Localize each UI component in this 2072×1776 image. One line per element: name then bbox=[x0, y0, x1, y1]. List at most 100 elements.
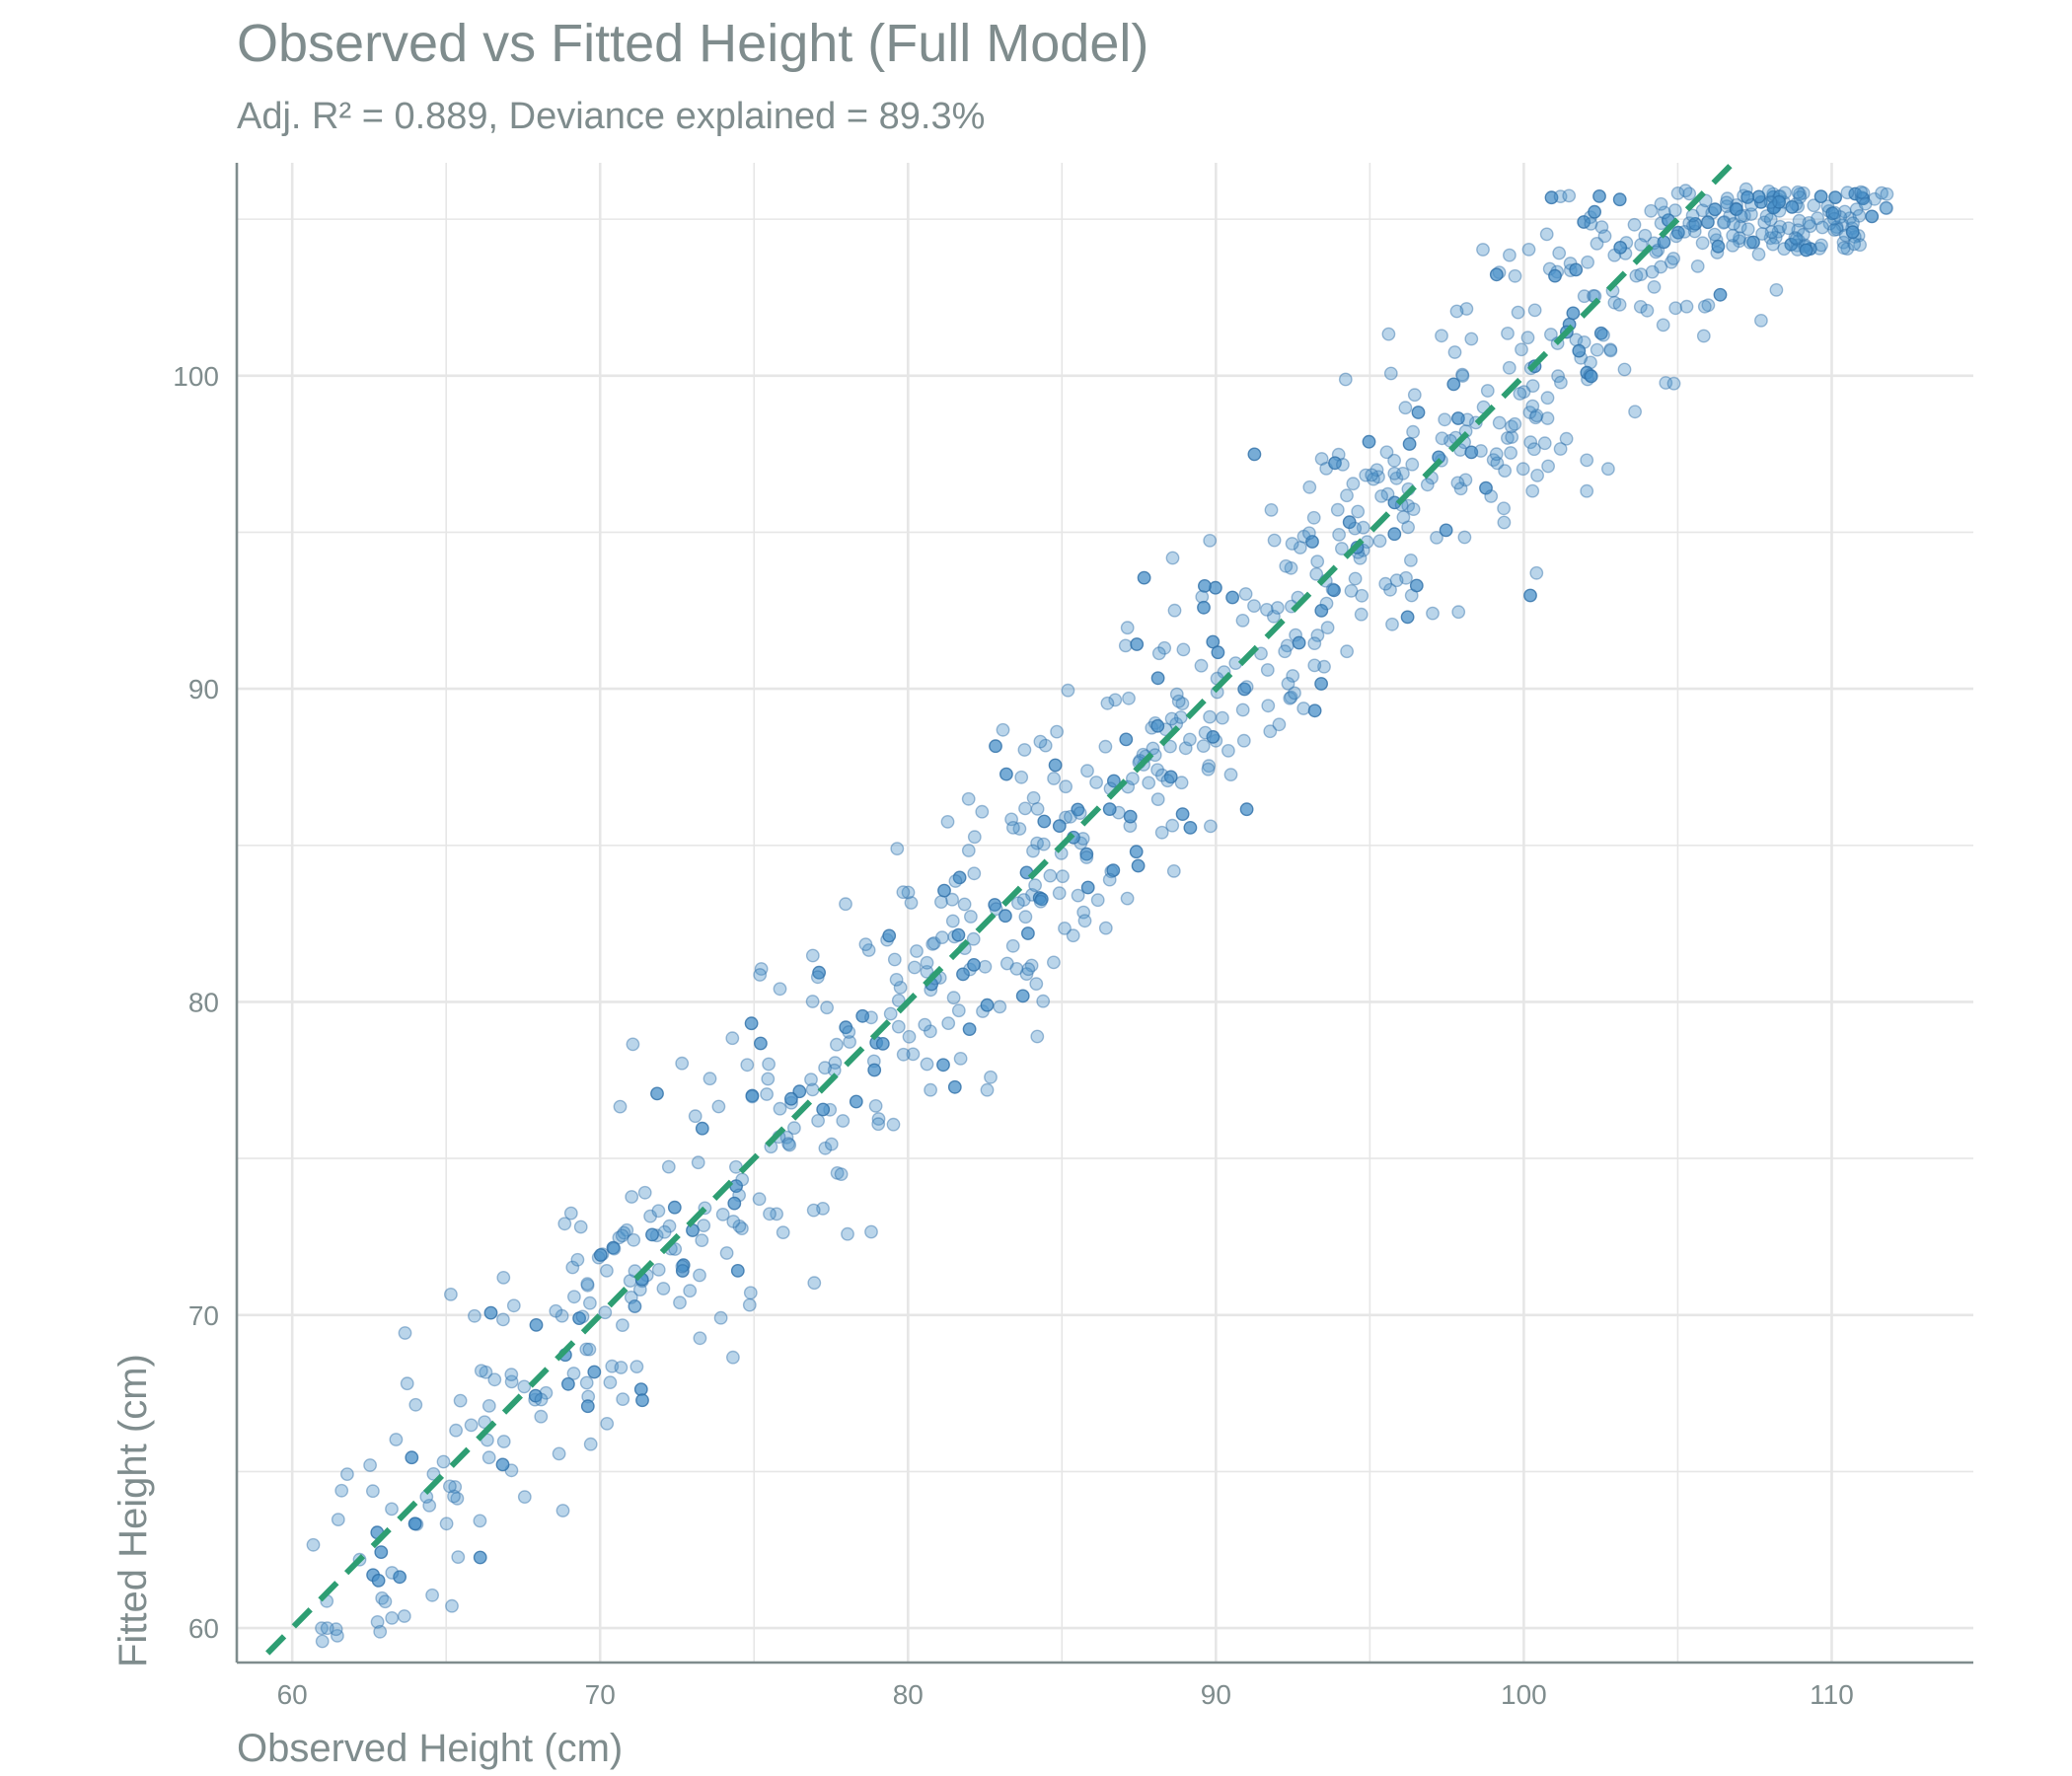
data-point bbox=[1592, 188, 1606, 203]
data-point bbox=[1163, 770, 1178, 784]
data-point bbox=[1828, 190, 1843, 205]
data-point bbox=[487, 1372, 502, 1387]
data-point bbox=[1280, 638, 1295, 653]
data-point bbox=[615, 1228, 629, 1243]
data-point bbox=[1272, 717, 1287, 732]
data-point bbox=[1327, 583, 1341, 598]
data-point bbox=[1511, 305, 1525, 320]
data-point bbox=[1501, 326, 1515, 340]
data-point bbox=[1406, 424, 1421, 439]
data-point bbox=[904, 896, 919, 910]
data-point bbox=[1284, 560, 1298, 575]
data-point bbox=[1446, 377, 1461, 392]
data-point bbox=[1080, 764, 1094, 778]
data-point bbox=[811, 1114, 825, 1128]
data-point bbox=[1460, 412, 1475, 427]
data-point bbox=[1174, 776, 1189, 790]
data-point bbox=[607, 1241, 622, 1256]
data-point bbox=[1540, 411, 1555, 425]
data-point bbox=[1309, 567, 1324, 581]
data-point bbox=[1825, 206, 1840, 221]
data-point bbox=[306, 1537, 321, 1552]
data-point bbox=[1849, 202, 1864, 217]
data-point bbox=[517, 1379, 532, 1394]
data-point bbox=[1237, 682, 1252, 697]
data-point bbox=[1073, 806, 1087, 820]
data-point bbox=[1450, 476, 1465, 490]
data-point bbox=[603, 1375, 618, 1390]
data-point bbox=[1551, 369, 1566, 384]
data-point bbox=[1517, 385, 1531, 399]
data-point bbox=[1696, 329, 1711, 343]
data-point bbox=[565, 1260, 580, 1275]
data-point bbox=[1796, 185, 1811, 200]
data-point bbox=[861, 943, 876, 957]
y-tick-label: 100 bbox=[173, 361, 219, 392]
data-point bbox=[567, 1290, 581, 1304]
data-point bbox=[1847, 237, 1862, 252]
data-point bbox=[952, 870, 967, 885]
data-point bbox=[635, 1393, 649, 1408]
data-point bbox=[1525, 379, 1540, 393]
data-point bbox=[625, 1190, 639, 1204]
data-point bbox=[617, 1225, 631, 1240]
data-point bbox=[1314, 604, 1329, 618]
data-point bbox=[1836, 241, 1851, 256]
data-point bbox=[1137, 570, 1151, 585]
data-point bbox=[1880, 186, 1894, 201]
data-point bbox=[830, 1166, 845, 1180]
data-point bbox=[579, 1342, 594, 1357]
data-point bbox=[858, 937, 873, 951]
data-point bbox=[1854, 190, 1869, 205]
data-point bbox=[1354, 607, 1369, 622]
data-point bbox=[371, 1574, 386, 1588]
data-point bbox=[1247, 599, 1261, 613]
data-point bbox=[1048, 758, 1063, 773]
data-point bbox=[555, 1308, 569, 1323]
data-point bbox=[896, 885, 911, 900]
data-point bbox=[1529, 565, 1544, 580]
data-point bbox=[1572, 343, 1587, 358]
data-point bbox=[495, 1312, 510, 1327]
data-point bbox=[1744, 207, 1758, 222]
data-point bbox=[1017, 743, 1032, 757]
data-point bbox=[1525, 483, 1540, 498]
data-point bbox=[1036, 837, 1051, 851]
data-point bbox=[1544, 328, 1558, 341]
data-point bbox=[1367, 472, 1380, 486]
data-point bbox=[901, 885, 916, 900]
data-point bbox=[651, 1204, 666, 1219]
data-point bbox=[1513, 387, 1527, 401]
data-point bbox=[1355, 588, 1369, 603]
data-point bbox=[1856, 185, 1871, 200]
data-point bbox=[1802, 215, 1816, 230]
data-point bbox=[1553, 189, 1568, 204]
data-point bbox=[1036, 994, 1051, 1008]
data-point bbox=[1457, 530, 1472, 545]
data-point bbox=[1163, 739, 1177, 754]
data-point bbox=[1238, 587, 1253, 601]
data-point bbox=[1372, 534, 1387, 549]
data-point bbox=[1791, 185, 1806, 199]
data-point bbox=[711, 1099, 726, 1114]
data-point bbox=[763, 1207, 777, 1221]
data-point bbox=[964, 910, 978, 924]
data-point bbox=[770, 1207, 783, 1221]
data-point bbox=[1173, 710, 1188, 724]
data-point bbox=[1523, 588, 1537, 603]
data-point bbox=[407, 1517, 422, 1531]
data-point bbox=[1654, 196, 1668, 211]
data-point bbox=[1813, 241, 1827, 256]
data-point bbox=[1260, 663, 1275, 677]
data-point bbox=[575, 1309, 590, 1324]
data-point bbox=[330, 1629, 344, 1643]
data-point bbox=[989, 902, 1003, 917]
data-point bbox=[1328, 456, 1342, 471]
data-point bbox=[365, 1484, 380, 1499]
data-point bbox=[563, 1206, 578, 1221]
data-point bbox=[1856, 191, 1871, 206]
data-point bbox=[1508, 268, 1522, 283]
data-point bbox=[1047, 955, 1061, 970]
data-point bbox=[760, 1087, 774, 1101]
data-point bbox=[1476, 243, 1490, 257]
